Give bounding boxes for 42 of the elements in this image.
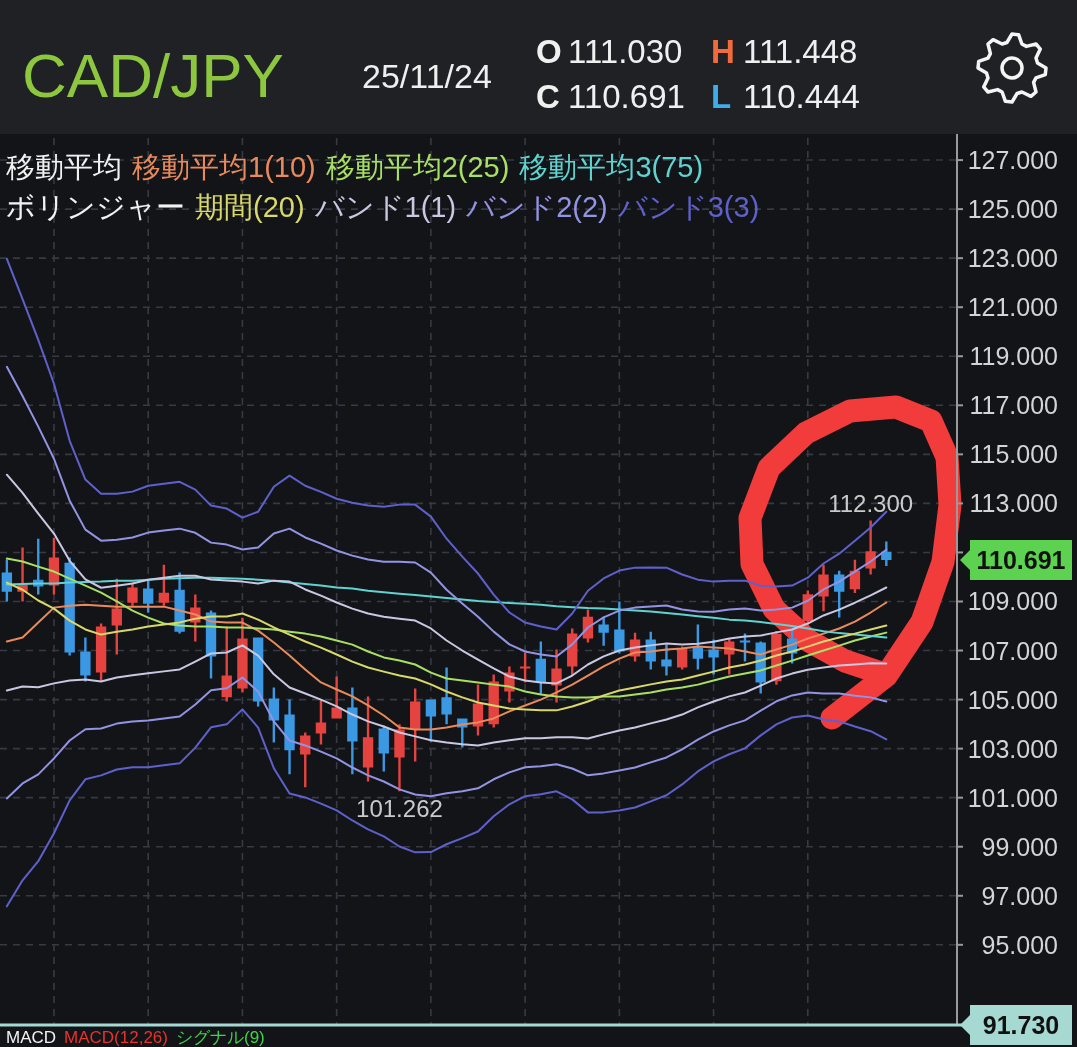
y-tick-label: 117.000 (969, 391, 1058, 420)
chart-title: CAD/JPY (22, 41, 284, 110)
text: 111.448 (743, 33, 858, 70)
text: 110.691 (568, 78, 685, 115)
y-tick-label: 123.000 (967, 244, 1058, 273)
y-tick-label: 109.000 (967, 587, 1058, 616)
chart-subtitle: 25/11/24 (362, 57, 492, 95)
y-tick-label: 121.000 (967, 293, 1058, 322)
y-tick-label: 119.000 (969, 342, 1058, 371)
text: L (711, 78, 732, 115)
text: 110.444 (743, 78, 860, 115)
y-tick-label: 103.000 (967, 734, 1058, 763)
y-tick-label: 97.000 (981, 881, 1058, 910)
text: シグナル(9) (175, 1028, 265, 1047)
y-tick-label: 115.000 (969, 440, 1058, 469)
text: 91.730 (982, 1011, 1060, 1039)
text: 移動平均3(75) (519, 151, 704, 183)
text: 111.030 (568, 33, 683, 70)
text: C (536, 78, 560, 115)
text: バンド1(1) (313, 191, 457, 223)
text: バンド2(2) (465, 191, 608, 223)
text: 110.691 (976, 546, 1066, 575)
text: MACD (6, 1028, 57, 1047)
text: O (536, 33, 562, 70)
text: MACD(12,26) (64, 1028, 168, 1047)
text: 移動平均1(10) (132, 151, 316, 183)
annotation: 112.300 (828, 490, 914, 518)
annotation: 101.262 (356, 794, 443, 822)
y-tick-label: 125.000 (967, 195, 1058, 224)
annotation: 移動平均 (6, 151, 122, 183)
y-tick-label: 95.000 (981, 930, 1058, 959)
y-tick-label: 105.000 (967, 685, 1058, 714)
text: バンド3(3) (616, 191, 760, 223)
text: 期間(20) (195, 191, 305, 223)
text: 移動平均2(25) (325, 151, 510, 183)
y-tick-label: 127.000 (967, 146, 1058, 175)
y-tick-label: 99.000 (981, 832, 1058, 861)
text: H (711, 33, 735, 70)
annotation: ボリンジャー (6, 191, 185, 223)
y-tick-label: 113.000 (969, 489, 1058, 518)
y-tick-label: 101.000 (967, 783, 1058, 812)
y-tick-label: 107.000 (967, 636, 1058, 665)
